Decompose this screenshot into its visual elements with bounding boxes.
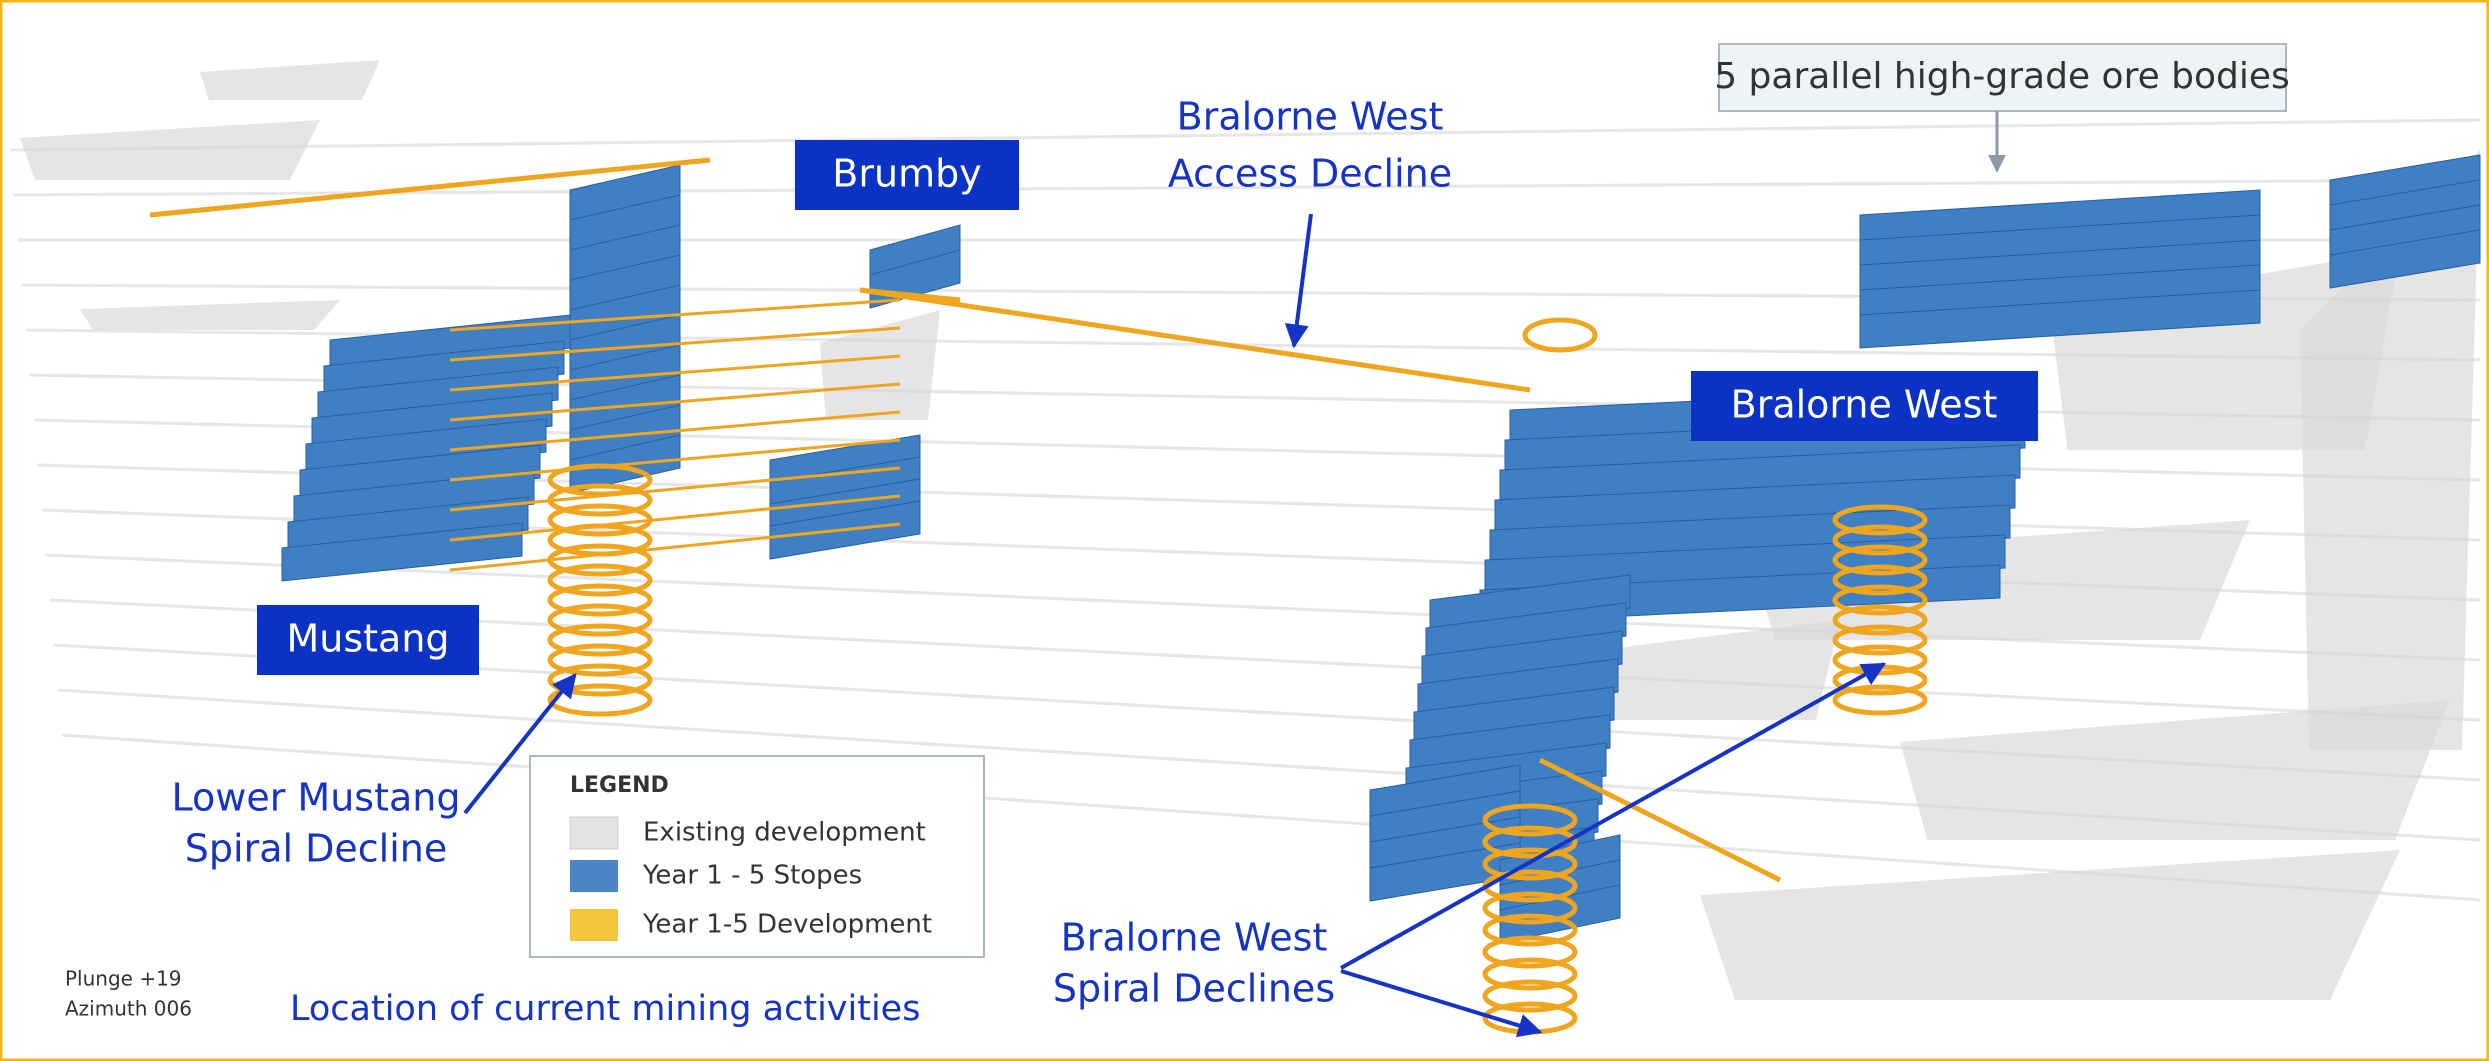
callout-text: Bralorne West: [1177, 95, 1444, 139]
legend-swatch: [570, 860, 618, 892]
callout-text: Spiral Declines: [1053, 967, 1335, 1011]
legend-swatch: [570, 909, 618, 941]
area-label: Bralorne West: [1731, 383, 1998, 427]
mine-diagram: 5 parallel high-grade ore bodies Brumby …: [0, 0, 2489, 1061]
legend-label: Year 1-5 Development: [642, 910, 932, 940]
view-info: Plunge +19: [65, 967, 182, 991]
legend-label: Existing development: [643, 818, 926, 848]
callout-text: Spiral Decline: [185, 827, 447, 871]
view-info: Azimuth 006: [65, 997, 192, 1021]
callout-text: Access Decline: [1168, 152, 1452, 196]
area-label: Mustang: [286, 617, 449, 661]
callout-text: Bralorne West: [1061, 916, 1328, 960]
ore-bodies-label: 5 parallel high-grade ore bodies: [1714, 56, 2290, 97]
callout-text: Lower Mustang: [172, 776, 461, 820]
legend-title: LEGEND: [570, 773, 669, 798]
legend-swatch: [570, 817, 618, 849]
legend-label: Year 1 - 5 Stopes: [642, 861, 862, 891]
area-label: Brumby: [832, 152, 981, 196]
caption: Location of current mining activities: [290, 989, 920, 1029]
